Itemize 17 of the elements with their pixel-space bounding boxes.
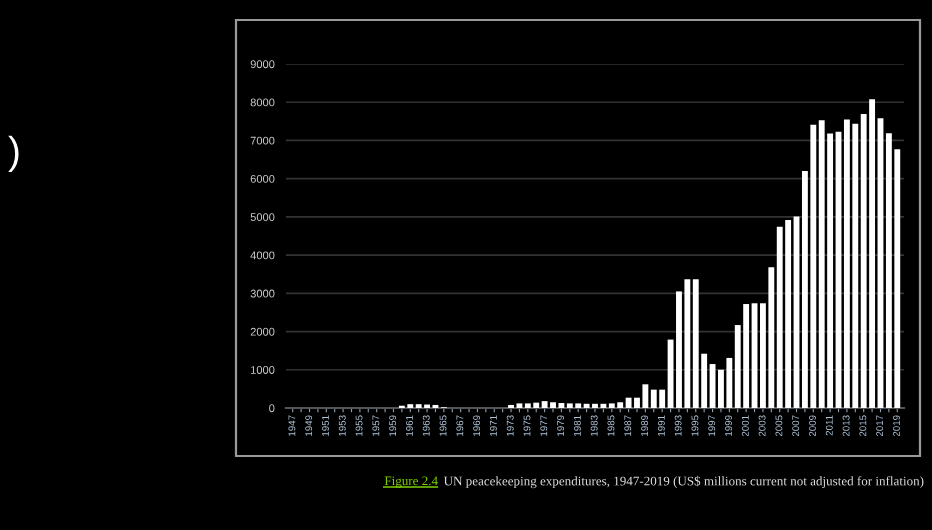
bar — [692, 279, 699, 408]
bar — [776, 226, 783, 408]
bar — [684, 279, 691, 408]
bar — [785, 219, 792, 408]
bar — [743, 304, 750, 408]
bar — [810, 124, 817, 408]
bar — [541, 401, 548, 408]
text: ) — [8, 135, 19, 173]
bar — [617, 402, 624, 408]
bar — [550, 402, 556, 408]
bar — [843, 119, 850, 408]
bar — [533, 402, 540, 408]
bar — [642, 384, 649, 408]
bar — [650, 389, 657, 408]
bar — [869, 99, 876, 408]
bar — [818, 120, 825, 408]
bar — [625, 397, 632, 408]
